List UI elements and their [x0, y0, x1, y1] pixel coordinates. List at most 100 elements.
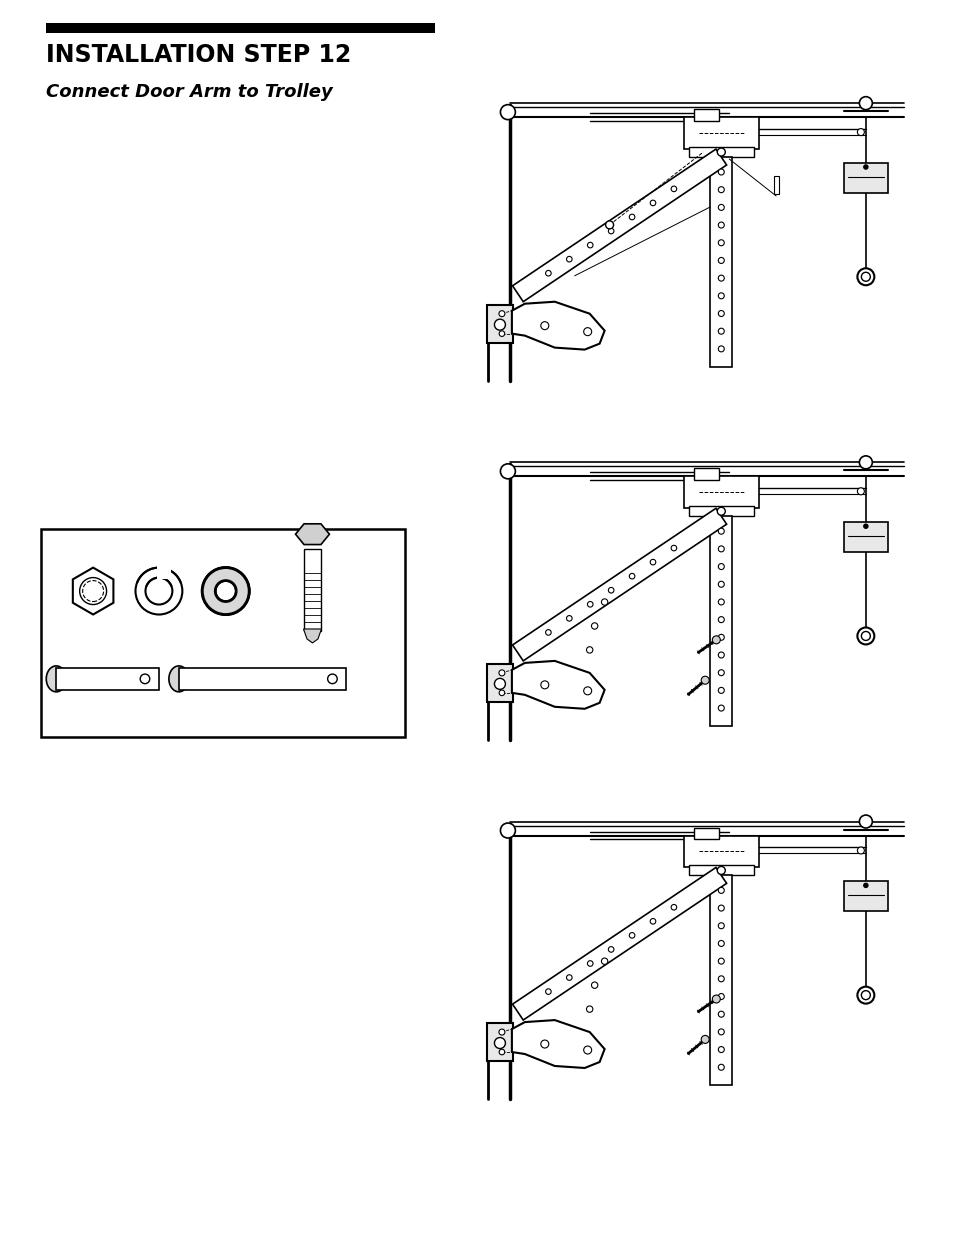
Circle shape [700, 677, 708, 684]
Circle shape [718, 941, 723, 946]
Bar [486, 1023, 513, 1061]
Polygon shape [512, 301, 604, 350]
Circle shape [718, 293, 723, 299]
Bar [843, 522, 887, 552]
Circle shape [718, 204, 723, 210]
Ellipse shape [169, 666, 189, 692]
Polygon shape [72, 568, 113, 615]
Circle shape [718, 275, 723, 282]
Circle shape [591, 622, 598, 629]
Circle shape [718, 669, 723, 676]
Polygon shape [512, 509, 726, 661]
Bar [689, 506, 754, 516]
Circle shape [608, 228, 614, 233]
Bar [178, 668, 346, 690]
Circle shape [718, 1065, 723, 1071]
Circle shape [494, 319, 505, 330]
Circle shape [566, 615, 572, 621]
Circle shape [718, 635, 723, 640]
Circle shape [587, 242, 593, 248]
Bar [689, 147, 754, 157]
Circle shape [718, 240, 723, 246]
Bar [56, 668, 159, 690]
Circle shape [498, 311, 504, 316]
Circle shape [718, 186, 723, 193]
Circle shape [600, 958, 607, 965]
Circle shape [718, 222, 723, 228]
Circle shape [540, 680, 548, 689]
Polygon shape [512, 149, 726, 301]
Circle shape [859, 96, 871, 110]
Circle shape [718, 652, 723, 658]
Circle shape [498, 690, 504, 695]
Circle shape [591, 982, 598, 988]
Bar [683, 117, 759, 149]
Circle shape [498, 669, 504, 676]
Bar [710, 516, 732, 726]
Circle shape [717, 867, 724, 874]
Circle shape [718, 529, 723, 535]
Circle shape [500, 464, 515, 479]
Circle shape [540, 321, 548, 330]
Circle shape [545, 270, 551, 275]
Polygon shape [512, 1020, 604, 1068]
Circle shape [608, 588, 614, 593]
Circle shape [718, 563, 723, 569]
Circle shape [700, 1035, 708, 1044]
Text: INSTALLATION STEP 12: INSTALLATION STEP 12 [46, 43, 351, 67]
Circle shape [712, 636, 720, 643]
Circle shape [608, 947, 614, 952]
Circle shape [215, 580, 236, 601]
Circle shape [859, 456, 871, 469]
Circle shape [605, 221, 613, 228]
Circle shape [718, 993, 723, 999]
Circle shape [718, 169, 723, 175]
Circle shape [718, 705, 723, 711]
Bar [843, 163, 887, 193]
Bar [694, 827, 719, 840]
Circle shape [718, 582, 723, 588]
Circle shape [718, 905, 723, 911]
Circle shape [718, 616, 723, 622]
Circle shape [857, 128, 863, 136]
Circle shape [583, 327, 591, 336]
Circle shape [718, 958, 723, 965]
Circle shape [500, 105, 515, 120]
Circle shape [494, 678, 505, 689]
Circle shape [650, 559, 655, 564]
Text: Connect Door Arm to Trolley: Connect Door Arm to Trolley [46, 83, 333, 101]
Bar [486, 305, 513, 342]
Circle shape [718, 599, 723, 605]
Circle shape [566, 974, 572, 981]
Circle shape [861, 272, 869, 282]
Circle shape [717, 148, 724, 156]
Circle shape [712, 995, 720, 1003]
Circle shape [202, 568, 249, 615]
Circle shape [718, 329, 723, 335]
Circle shape [717, 508, 724, 515]
Circle shape [545, 630, 551, 635]
Circle shape [670, 904, 676, 910]
Circle shape [861, 990, 869, 999]
Circle shape [145, 578, 172, 604]
Circle shape [718, 546, 723, 552]
Circle shape [545, 989, 551, 994]
Bar [486, 664, 513, 701]
Circle shape [670, 186, 676, 191]
Bar [303, 550, 321, 631]
Circle shape [857, 268, 873, 285]
Circle shape [629, 932, 634, 939]
Polygon shape [512, 867, 726, 1020]
Circle shape [862, 164, 867, 169]
Circle shape [327, 674, 336, 684]
Polygon shape [512, 661, 604, 709]
Circle shape [629, 573, 634, 579]
Circle shape [718, 257, 723, 263]
Circle shape [600, 599, 607, 605]
Circle shape [80, 578, 107, 604]
Circle shape [857, 987, 873, 1004]
Circle shape [857, 847, 863, 853]
Circle shape [140, 674, 150, 684]
Bar [710, 157, 732, 367]
Circle shape [862, 524, 867, 529]
